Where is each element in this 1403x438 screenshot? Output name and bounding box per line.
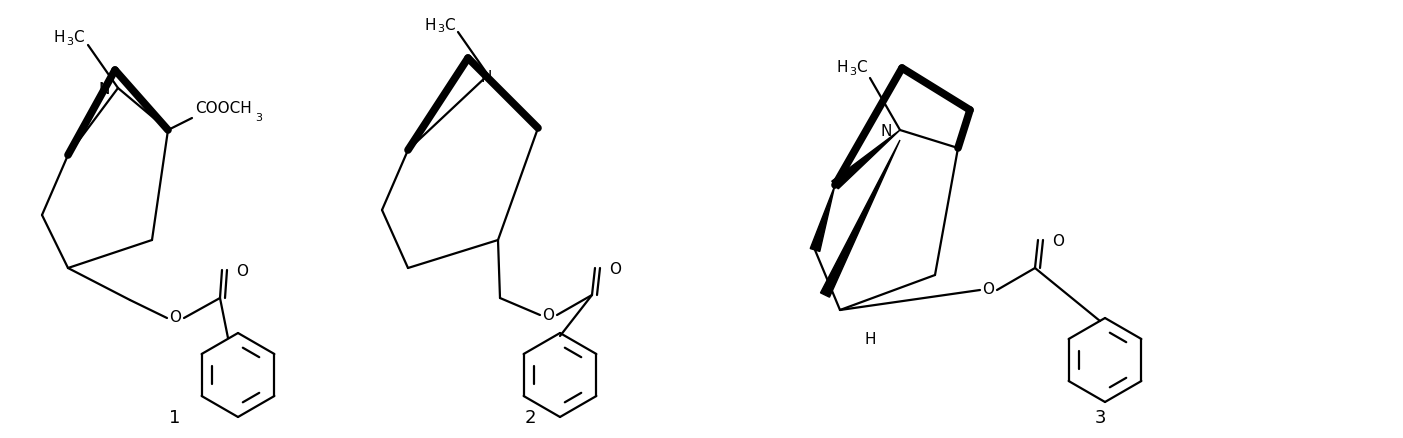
Text: O: O [168,311,181,325]
Text: N: N [480,70,491,85]
Text: COOCH: COOCH [195,101,251,116]
Text: C: C [73,31,84,46]
Polygon shape [810,185,835,251]
Text: 3: 3 [66,37,73,47]
Text: O: O [982,283,993,297]
Text: O: O [542,307,554,322]
Polygon shape [821,140,899,297]
Text: 3: 3 [1094,409,1106,427]
Text: O: O [1052,234,1063,250]
Text: 3: 3 [255,113,262,123]
Polygon shape [832,130,899,189]
Text: H: H [864,332,875,347]
Text: 3: 3 [436,24,443,34]
Text: C: C [443,18,455,32]
Text: 1: 1 [170,409,181,427]
Text: C: C [856,60,867,75]
Text: 2: 2 [525,409,536,427]
Text: 3: 3 [849,67,856,77]
Text: H: H [53,31,65,46]
Text: H: H [425,18,436,32]
Text: O: O [236,265,248,279]
Text: N: N [98,82,109,98]
Text: H: H [836,60,847,75]
Text: O: O [609,262,622,278]
Text: N: N [881,124,892,139]
